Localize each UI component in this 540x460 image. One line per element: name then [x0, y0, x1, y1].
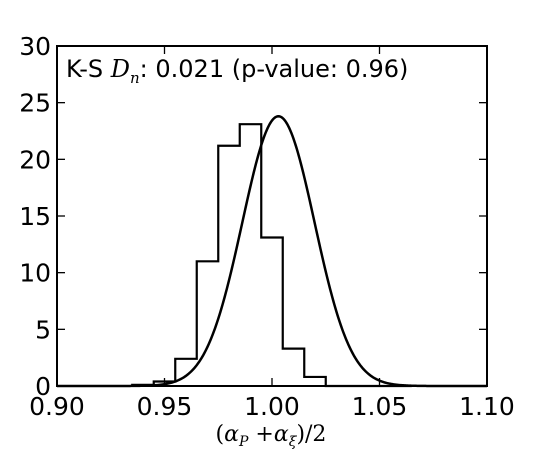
x-tick-label: 1.10 — [459, 392, 515, 421]
xlabel-plus: + — [248, 422, 273, 447]
ks-suffix: : 0.021 (p-value: 0.96) — [140, 55, 409, 83]
xlabel-sub-2: ξ — [289, 434, 298, 450]
y-tick-label: 15 — [19, 202, 51, 231]
xlabel-alpha-1: α — [224, 422, 239, 447]
x-tick-label: 1.00 — [244, 392, 300, 421]
y-tick-label: 5 — [35, 315, 51, 344]
ks-stat-subscript: n — [130, 69, 140, 87]
y-tick-label: 30 — [19, 32, 51, 61]
plot-frame — [56, 45, 488, 387]
histogram-bar — [304, 377, 326, 386]
xlabel-open: ( — [216, 422, 225, 447]
y-tick-label: 0 — [35, 372, 51, 401]
histogram-bar — [283, 349, 305, 386]
x-tick-label: 0.95 — [137, 392, 193, 421]
y-tick-label: 10 — [19, 259, 51, 288]
x-tick-label: 1.05 — [352, 392, 408, 421]
y-tick-label: 25 — [19, 89, 51, 118]
xlabel-alpha-2: α — [274, 422, 289, 447]
y-tick-label: 20 — [19, 145, 51, 174]
x-tick-label: 0.90 — [29, 392, 85, 421]
histogram-bar — [218, 146, 240, 386]
xlabel-close: )/2 — [296, 422, 326, 447]
histogram-bar — [261, 238, 283, 386]
xlabel-sub-1: P — [238, 434, 249, 450]
histogram-bar — [197, 261, 219, 386]
x-axis-label: (αP +αξ)/2 — [216, 422, 327, 450]
fit-curve — [57, 115, 487, 388]
histogram-bar — [240, 124, 262, 386]
ks-stat-symbol: D — [110, 55, 130, 83]
histogram-bar — [175, 359, 197, 386]
ks-prefix: K-S — [66, 55, 111, 83]
histogram-step — [131, 123, 412, 388]
ks-annotation: K-S Dn: 0.021 (p-value: 0.96) — [66, 55, 408, 87]
